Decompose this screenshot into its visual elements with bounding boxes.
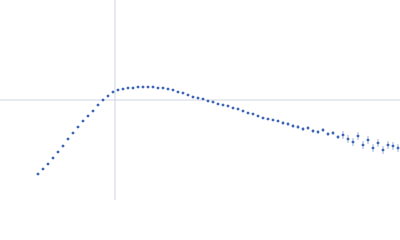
data-point (306, 126, 310, 130)
data-point (111, 90, 115, 94)
data-point (261, 116, 265, 120)
data-point (86, 114, 90, 118)
data-point (241, 109, 245, 113)
data-point (221, 103, 225, 107)
data-point (256, 114, 260, 118)
data-point (126, 86, 130, 90)
data-point (391, 144, 395, 148)
data-point (51, 156, 55, 160)
data-point (291, 124, 295, 128)
data-point (196, 96, 200, 100)
data-point (201, 97, 205, 101)
data-point (346, 137, 350, 141)
data-point (381, 148, 385, 152)
data-point (271, 118, 275, 122)
data-point (186, 93, 190, 97)
data-point (176, 90, 180, 94)
data-point (386, 143, 390, 147)
data-point (141, 85, 145, 89)
data-point (326, 132, 330, 136)
chart (0, 0, 400, 200)
data-point (276, 119, 280, 123)
data-point (171, 88, 175, 92)
data-point (36, 172, 40, 176)
data-point (301, 127, 305, 131)
data-point (266, 117, 270, 121)
data-point (91, 109, 95, 113)
data-point (146, 85, 150, 89)
data-point (216, 102, 220, 106)
data-point (41, 167, 45, 171)
data-point (61, 144, 65, 148)
data-point (281, 121, 285, 125)
data-point (96, 103, 100, 107)
data-point (296, 125, 300, 129)
data-point (136, 85, 140, 89)
data-point (231, 106, 235, 110)
data-point (161, 86, 165, 90)
data-point (321, 128, 325, 132)
data-point (351, 140, 355, 144)
data-point (226, 104, 230, 108)
data-point (251, 112, 255, 116)
data-point (76, 125, 80, 129)
data-point (371, 146, 375, 150)
data-point (191, 95, 195, 99)
data-point (56, 150, 60, 154)
data-point (376, 141, 380, 145)
data-point (116, 88, 120, 92)
data-point (166, 87, 170, 91)
data-point (396, 146, 400, 150)
data-point (101, 98, 105, 102)
data-point (106, 94, 110, 98)
data-point (181, 91, 185, 95)
data-point (211, 100, 215, 104)
data-point (81, 119, 85, 123)
data-point (286, 122, 290, 126)
data-point (151, 85, 155, 89)
data-point (246, 111, 250, 115)
data-point (46, 162, 50, 166)
data-point (331, 131, 335, 135)
data-point (336, 135, 340, 139)
data-point (316, 130, 320, 134)
data-point (66, 137, 70, 141)
data-point (71, 131, 75, 135)
data-point (121, 87, 125, 91)
data-point (131, 86, 135, 90)
data-point (356, 134, 360, 138)
data-point (236, 107, 240, 111)
data-point (361, 143, 365, 147)
page: {"chart_data": {"type": "scatter", "colo… (0, 0, 400, 200)
data-point (341, 133, 345, 137)
data-point (366, 138, 370, 142)
data-point (311, 129, 315, 133)
data-point (156, 86, 160, 90)
data-point (206, 99, 210, 103)
